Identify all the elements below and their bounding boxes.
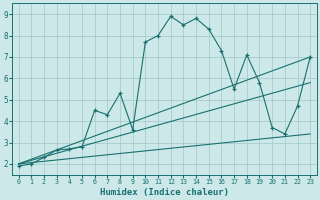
X-axis label: Humidex (Indice chaleur): Humidex (Indice chaleur) — [100, 188, 229, 197]
